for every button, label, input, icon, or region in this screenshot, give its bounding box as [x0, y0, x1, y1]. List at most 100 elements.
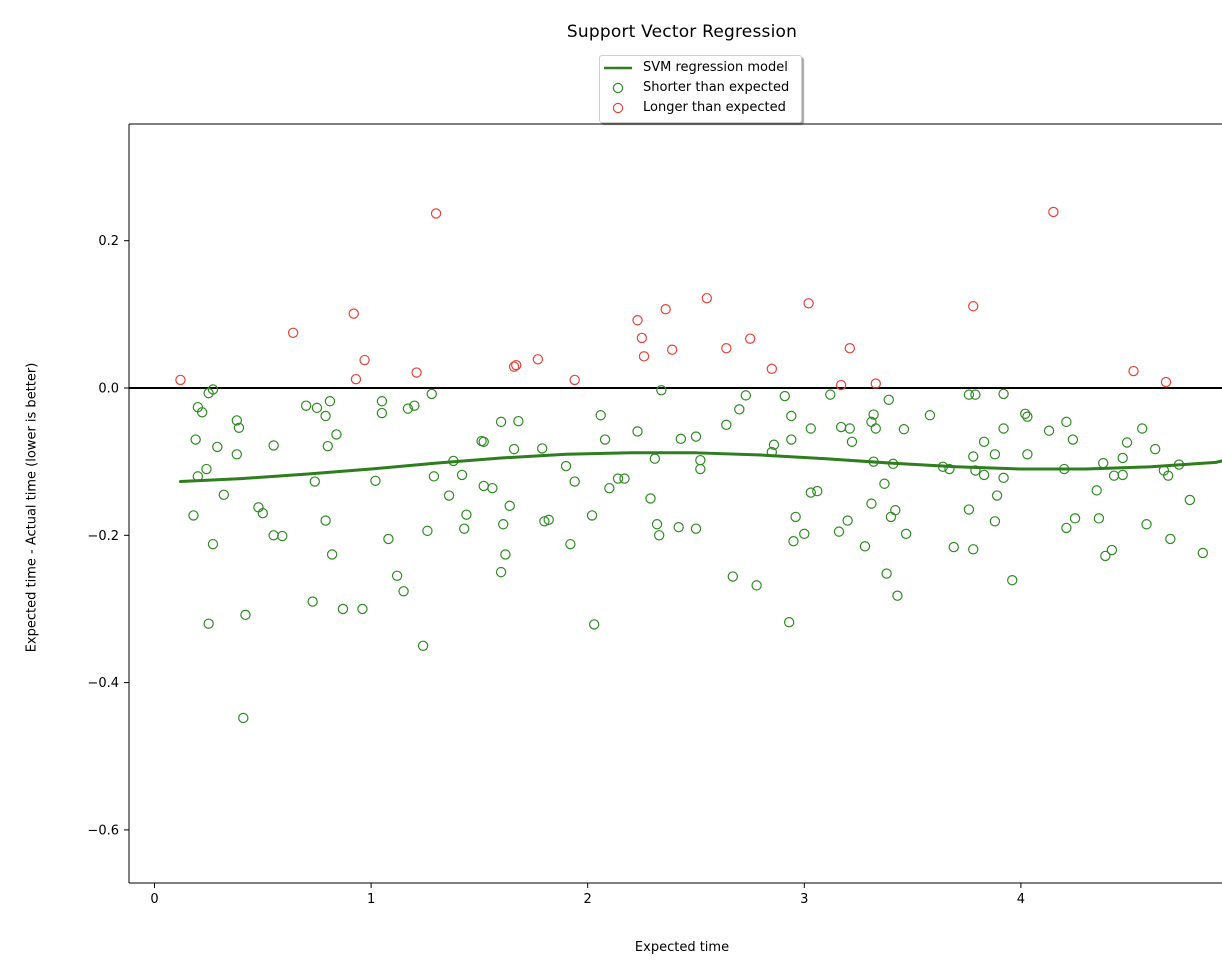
shorter-than-expected-point	[978, 436, 990, 447]
x-tick-label: 3	[800, 892, 808, 907]
shorter-than-expected-point	[212, 441, 223, 453]
shorter-than-expected-point	[326, 549, 338, 560]
x-tick-label: 2	[584, 892, 592, 907]
shorter-than-expected-point	[188, 510, 199, 521]
x-tick-label: 4	[1017, 892, 1025, 907]
shorter-than-expected-point	[257, 508, 268, 519]
longer-than-expected-point	[638, 351, 650, 362]
shorter-than-expected-point	[537, 443, 548, 454]
shorter-than-expected-point	[309, 476, 320, 487]
shorter-than-expected-point	[231, 449, 243, 460]
y-tick-label: −0.4	[87, 676, 119, 691]
shorter-than-expected-point	[612, 473, 624, 484]
shorter-than-expected-point	[885, 511, 897, 523]
longer-than-expected-point	[359, 354, 370, 366]
shorter-than-expected-point	[991, 490, 1003, 501]
longer-than-expected-point	[430, 208, 442, 219]
shorter-than-expected-point	[238, 712, 249, 724]
svm-regression-line	[178, 451, 1222, 484]
shorter-than-expected-point	[1093, 513, 1105, 524]
shorter-than-expected-point	[565, 538, 576, 550]
shorter-than-expected-point	[1043, 425, 1055, 436]
longer-than-expected-point	[175, 374, 186, 386]
x-tick-label: 0	[150, 892, 158, 907]
shorter-than-expected-point	[900, 528, 912, 540]
shorter-than-expected-point	[998, 388, 1009, 400]
longer-than-expected-point	[350, 373, 362, 385]
longer-than-expected-point	[744, 333, 756, 344]
legend-green-circle-icon	[612, 82, 624, 94]
shorter-than-expected-point	[890, 505, 901, 516]
shorter-than-expected-point	[357, 603, 368, 615]
shorter-than-expected-point	[1106, 544, 1118, 556]
shorter-than-expected-point	[443, 490, 455, 501]
shorter-than-expected-point	[478, 436, 489, 447]
shorter-than-expected-point	[376, 396, 388, 407]
shorter-than-expected-point	[1061, 416, 1072, 428]
shorter-than-expected-point	[673, 521, 684, 533]
shorter-than-expected-point	[513, 415, 524, 427]
shorter-than-expected-point	[695, 463, 706, 475]
shorter-than-expected-point	[846, 436, 858, 447]
shorter-than-expected-point	[866, 498, 877, 509]
shorter-than-expected-point	[948, 541, 959, 553]
shorter-than-expected-point	[1091, 485, 1102, 496]
shorter-than-expected-point	[300, 400, 312, 411]
longer-than-expected-point	[511, 359, 522, 371]
shorter-than-expected-point	[311, 402, 323, 414]
longer-than-expected-point	[660, 303, 671, 315]
shorter-than-expected-point	[788, 535, 799, 547]
shorter-than-expected-point	[422, 525, 433, 537]
shorter-than-expected-point	[1020, 408, 1031, 419]
shorter-than-expected-point	[337, 603, 349, 615]
shorter-than-expected-point	[881, 568, 892, 579]
shorter-than-expected-point	[207, 384, 219, 395]
chart-legend: SVM regression model Shorter than expect…	[599, 55, 802, 123]
legend-red-circle-icon	[612, 102, 624, 114]
shorter-than-expected-point	[409, 400, 420, 411]
shorter-than-expected-point	[402, 403, 414, 414]
shorter-than-expected-point	[805, 487, 816, 498]
longer-than-expected-point	[870, 378, 881, 389]
shorter-than-expected-point	[989, 516, 1001, 527]
y-tick-label: 0.0	[98, 382, 119, 397]
shorter-than-expected-point	[370, 475, 381, 486]
shorter-than-expected-point	[1136, 423, 1148, 434]
shorter-than-expected-point	[1184, 494, 1196, 506]
shorter-than-expected-point	[218, 489, 230, 500]
legend-item-shorter: Shorter than expected	[600, 78, 801, 98]
shorter-than-expected-point	[428, 471, 440, 482]
shorter-than-expected-point	[190, 434, 201, 445]
y-axis-label: Expected time - Actual time (lower is be…	[24, 362, 40, 653]
shorter-than-expected-point	[1098, 457, 1109, 469]
shorter-than-expected-point	[1162, 470, 1174, 481]
shorter-than-expected-point	[307, 596, 318, 607]
shorter-than-expected-point	[233, 422, 245, 433]
shorter-than-expected-point	[653, 530, 665, 541]
shorter-than-expected-point	[459, 523, 470, 534]
shorter-than-expected-point	[1022, 449, 1033, 460]
x-tick-label: 1	[367, 892, 375, 907]
shorter-than-expected-point	[1069, 513, 1081, 524]
shorter-than-expected-point	[651, 519, 663, 530]
shorter-than-expected-point	[1061, 522, 1072, 534]
shorter-than-expected-point	[508, 443, 520, 455]
shorter-than-expected-point	[196, 407, 208, 418]
longer-than-expected-point	[508, 361, 520, 372]
shorter-than-expected-point	[970, 465, 981, 476]
shorter-than-expected-point	[812, 485, 823, 497]
shorter-than-expected-point	[727, 571, 739, 582]
longer-than-expected-point	[666, 344, 678, 355]
shorter-than-expected-point	[924, 410, 936, 421]
x-axis-label: Expected time	[634, 940, 730, 955]
shorter-than-expected-point	[207, 538, 219, 550]
shorter-than-expected-point	[799, 528, 810, 540]
shorter-than-expected-point	[426, 388, 437, 400]
longer-than-expected-point	[411, 367, 422, 378]
legend-label-model: SVM regression model	[643, 60, 788, 75]
shorter-than-expected-point	[240, 609, 251, 621]
longer-than-expected-point	[636, 332, 648, 344]
shorter-than-expected-point	[231, 415, 243, 426]
shorter-than-expected-point	[734, 404, 745, 415]
shorter-than-expected-point	[1067, 434, 1079, 445]
